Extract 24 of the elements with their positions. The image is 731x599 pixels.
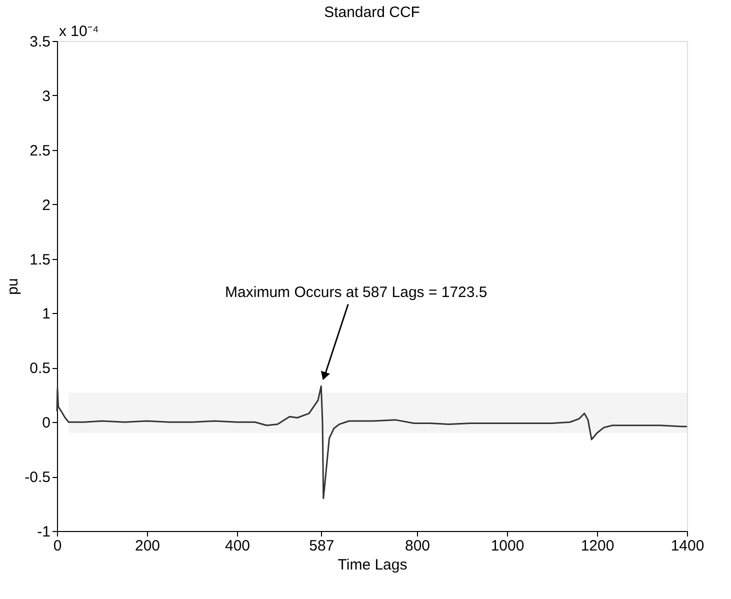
y-tick-label: 0.5	[30, 360, 50, 378]
x-tick-label: 0	[53, 538, 62, 554]
x-tick-label: 800	[404, 538, 430, 554]
x-tick-label: 400	[224, 538, 250, 554]
y-tick-label: 2	[42, 196, 50, 214]
y-tick-label: 2.5	[30, 142, 50, 160]
x-axis-title: Time Lags	[338, 556, 408, 574]
y-tick-label: 3	[42, 88, 50, 105]
y-tick-label: -1	[37, 524, 50, 540]
y-tick-label: 1	[42, 306, 50, 323]
line-series	[56, 385, 688, 500]
y-tick-label: -0.5	[24, 469, 50, 486]
y-tick-label: 0	[42, 414, 50, 432]
y-axis-title: pu	[4, 278, 22, 295]
text: x 10⁻⁴	[59, 23, 99, 40]
y-tick-label: 3.5	[30, 34, 50, 50]
x-tick-label: 587	[309, 538, 334, 554]
chart-title: Standard CCF	[324, 4, 420, 21]
x-tick-label: 1400	[670, 538, 704, 554]
x-tick-label: 1200	[580, 538, 614, 554]
annotation: Maximum Occurs at 587 Lags = 1723.5	[225, 284, 488, 302]
y-tick-label: 1.5	[30, 251, 50, 268]
x-tick-label: 200	[134, 538, 160, 554]
x-tick-label: 1000	[490, 538, 524, 554]
